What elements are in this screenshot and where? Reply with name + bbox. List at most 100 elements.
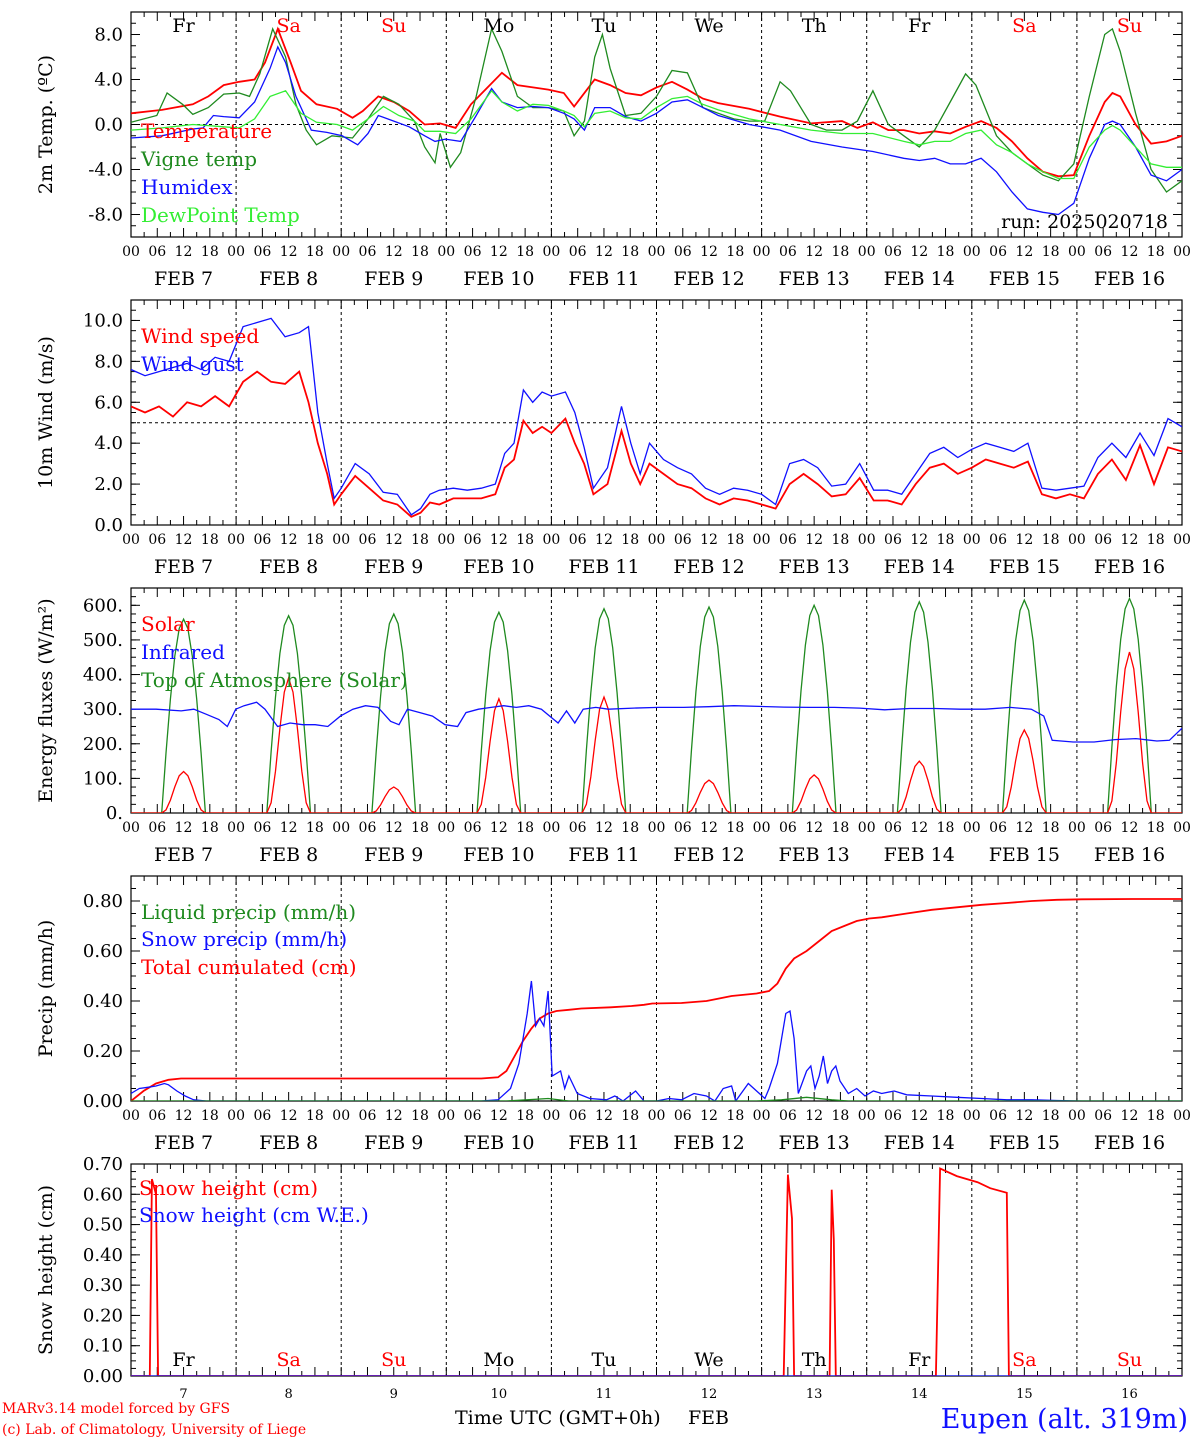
- y-tick-label: 8.0: [94, 351, 123, 372]
- x-hour-label: 12: [595, 820, 613, 836]
- y-tick-label: 6.0: [94, 392, 123, 413]
- y-tick-label: 0.00: [83, 1091, 123, 1112]
- x-hour-label: 18: [1042, 1108, 1060, 1124]
- series-line: [131, 898, 1182, 1101]
- x-hour-label: 18: [306, 820, 324, 836]
- x-hour-label: 06: [253, 532, 271, 548]
- x-hour-label: 06: [779, 820, 797, 836]
- y-axis-label: 2m Temp. (ºC): [35, 55, 57, 194]
- day-number-label: 11: [596, 1387, 613, 1402]
- panel-snow: 0.00 0.10 0.20 0.30 0.40 0.50 0.60 0.70 Snow hei…: [35, 1154, 1183, 1387]
- legend-entry: Top of Atmosphere (Solar): [141, 668, 408, 692]
- x-hour-label: 18: [937, 820, 955, 836]
- day-number-label: 10: [491, 1387, 508, 1402]
- x-hour-label: 00: [858, 244, 876, 260]
- weekday-label: Th: [802, 15, 827, 37]
- x-hour-label: 18: [516, 244, 534, 260]
- x-hour-label: 12: [1015, 244, 1033, 260]
- x-hour-label: 18: [411, 244, 429, 260]
- x-hour-label: 06: [569, 820, 587, 836]
- x-date-label: FEB 9: [364, 556, 423, 578]
- x-hour-label: 18: [411, 1108, 429, 1124]
- x-hour-label: 00: [858, 820, 876, 836]
- weekday-label: We: [694, 15, 723, 37]
- series-line: [131, 317, 1182, 516]
- x-date-label: FEB 9: [364, 844, 423, 866]
- x-hour-label: 00: [963, 1108, 981, 1124]
- x-hour-label: 18: [621, 532, 639, 548]
- x-hour-label: 18: [621, 1108, 639, 1124]
- x-hour-label: 06: [464, 532, 482, 548]
- x-hour-label: 12: [595, 532, 613, 548]
- x-date-label: FEB 13: [779, 556, 850, 578]
- x-hour-label: 12: [175, 1108, 193, 1124]
- x-date-label: FEB 14: [884, 844, 955, 866]
- x-date-label: FEB 15: [989, 268, 1060, 290]
- x-hour-label: 00: [122, 244, 140, 260]
- y-tick-label: 0.0: [94, 115, 123, 136]
- x-date-label: FEB 13: [779, 844, 850, 866]
- x-hour-label: 06: [464, 820, 482, 836]
- y-axis-label: Precip (mm/h): [35, 920, 57, 1058]
- station-name: Eupen (alt. 319m): [941, 1404, 1188, 1435]
- day-number-label: 13: [806, 1387, 823, 1402]
- x-hour-label: 00: [858, 532, 876, 548]
- x-hour-label: 18: [726, 244, 744, 260]
- x-hour-label: 18: [937, 1108, 955, 1124]
- x-hour-label: 00: [753, 1108, 771, 1124]
- weekday-label: Su: [381, 1349, 406, 1371]
- series-line: [131, 45, 1182, 216]
- x-date-label: FEB 9: [364, 268, 423, 290]
- x-hour-label: 00: [332, 1108, 350, 1124]
- x-hour-label: 06: [989, 244, 1007, 260]
- x-hour-label: 06: [148, 244, 166, 260]
- x-hour-label: 18: [832, 820, 850, 836]
- y-tick-label: 2.0: [94, 474, 123, 495]
- x-hour-label: 12: [385, 820, 403, 836]
- x-date-label: FEB 8: [259, 844, 318, 866]
- weekday-label: Tu: [591, 1349, 616, 1371]
- series-line: [131, 980, 1182, 1101]
- x-hour-label: 06: [674, 1108, 692, 1124]
- x-hour-label: 12: [910, 820, 928, 836]
- x-hour-label: 18: [1147, 1108, 1165, 1124]
- x-hour-label: 12: [910, 532, 928, 548]
- x-date-label: FEB 15: [989, 556, 1060, 578]
- x-date-label: FEB 7: [154, 556, 213, 578]
- weekday-label: Sa: [276, 15, 300, 37]
- weekday-label: Th: [802, 1349, 827, 1371]
- x-hour-label: 00: [963, 820, 981, 836]
- y-tick-label: 0.10: [83, 1336, 123, 1357]
- x-hour-label: 00: [332, 244, 350, 260]
- x-hour-label: 18: [1147, 532, 1165, 548]
- x-date-label: FEB 13: [779, 268, 850, 290]
- legend-entry: Snow height (cm W.E.): [139, 1203, 369, 1227]
- x-hour-label: 06: [1094, 244, 1112, 260]
- x-hour-label: 06: [253, 820, 271, 836]
- x-hour-label: 12: [805, 1108, 823, 1124]
- y-tick-label: 300.: [83, 699, 123, 720]
- x-hour-label: 06: [674, 820, 692, 836]
- y-tick-label: 0.50: [83, 1215, 123, 1236]
- y-tick-label: 500.: [83, 630, 123, 651]
- x-hour-label: 12: [805, 532, 823, 548]
- x-hour-label: 00: [1173, 820, 1191, 836]
- x-hour-label: 12: [385, 1108, 403, 1124]
- x-hour-label: 18: [201, 244, 219, 260]
- x-hour-label: 18: [1042, 244, 1060, 260]
- x-hour-label: 00: [542, 244, 560, 260]
- legend-entry: Liquid precip (mm/h): [141, 900, 356, 924]
- x-hour-label: 06: [359, 1108, 377, 1124]
- x-hour-label: 00: [1068, 820, 1086, 836]
- x-hour-label: 12: [595, 1108, 613, 1124]
- x-hour-label: 00: [227, 1108, 245, 1124]
- model-credit: MARv3.14 model forced by GFS: [2, 1401, 230, 1417]
- x-hour-label: 12: [490, 1108, 508, 1124]
- x-hour-label: 06: [148, 820, 166, 836]
- x-date-label: FEB 12: [673, 556, 744, 578]
- x-hour-label: 12: [490, 532, 508, 548]
- x-date-label: FEB 11: [568, 1132, 639, 1154]
- x-hour-label: 12: [175, 532, 193, 548]
- x-hour-label: 18: [726, 820, 744, 836]
- x-hour-label: 18: [306, 244, 324, 260]
